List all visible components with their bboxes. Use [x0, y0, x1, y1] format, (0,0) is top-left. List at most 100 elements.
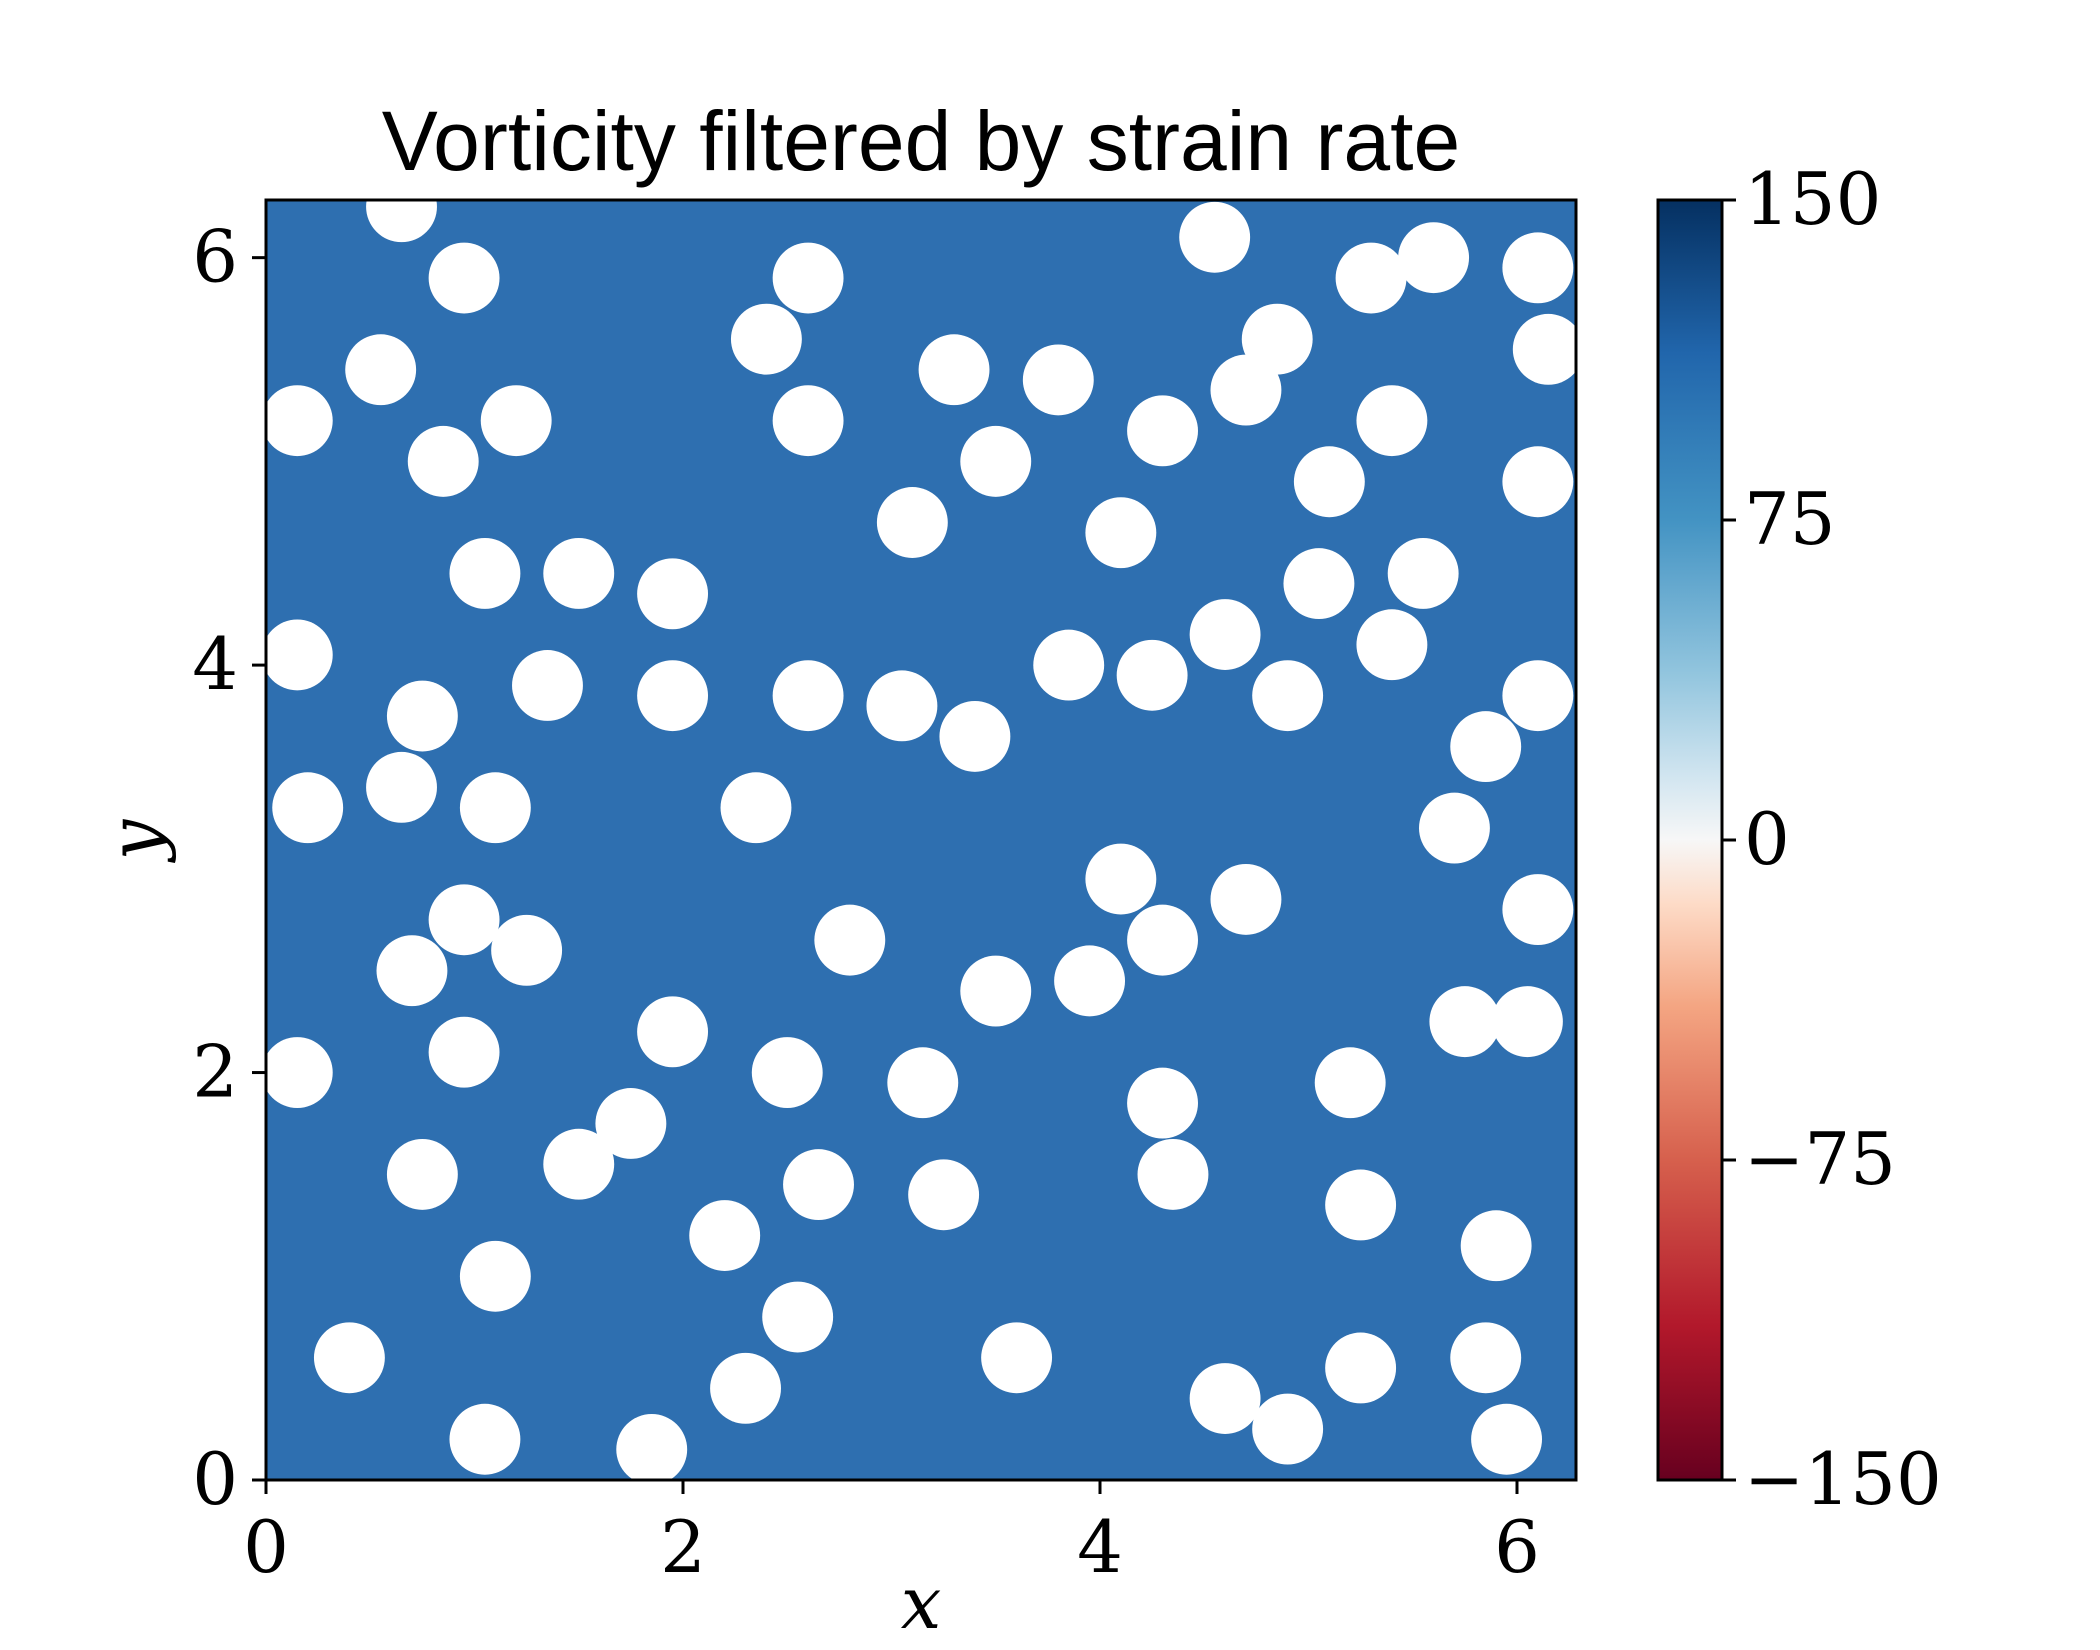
masked-circle-65 — [1314, 1047, 1386, 1119]
masked-circle-85 — [449, 1403, 521, 1475]
plot-area — [266, 200, 1576, 1480]
masked-circle-22 — [1502, 446, 1574, 518]
colorbar-tick-label-4: −150 — [1744, 1437, 1942, 1521]
masked-circle-48 — [1419, 792, 1490, 864]
masked-circle-80 — [710, 1352, 781, 1424]
masked-circle-38 — [1116, 639, 1188, 711]
masked-circle-27 — [637, 558, 709, 630]
masked-circle-82 — [1189, 1363, 1261, 1434]
y-axis-ticks: 0 2 4 6 — [192, 215, 266, 1521]
masked-circle-17 — [960, 425, 1032, 497]
colorbar-tick-label-3: −75 — [1744, 1117, 1896, 1201]
masked-circle-86 — [616, 1414, 688, 1480]
masked-circle-59 — [266, 1037, 333, 1108]
masked-circle-58 — [1054, 945, 1126, 1017]
masked-circle-79 — [313, 1322, 385, 1394]
masked-circle-57 — [960, 955, 1032, 1027]
masked-circle-63 — [887, 1047, 959, 1119]
colorbar-tick-label-1: 75 — [1744, 477, 1836, 561]
colorbar-tick-label-0: 150 — [1744, 157, 1881, 241]
masked-circle-76 — [689, 1200, 761, 1271]
masked-circle-88 — [1471, 1403, 1543, 1475]
plot-frame — [264, 198, 1578, 1482]
masked-circle-56 — [376, 935, 448, 1007]
masked-circle-53 — [1127, 904, 1198, 976]
masked-regions — [266, 200, 1576, 1480]
masked-circle-12 — [266, 385, 333, 457]
masked-circle-78 — [762, 1281, 834, 1353]
masked-circle-4 — [918, 334, 990, 406]
masked-circle-61 — [637, 996, 709, 1068]
masked-circle-34 — [772, 660, 844, 732]
masked-circle-6 — [1179, 201, 1251, 273]
masked-circle-26 — [543, 537, 615, 609]
masked-circle-67 — [1491, 986, 1563, 1058]
masked-circle-41 — [1356, 609, 1428, 681]
chart-title: Vorticity filtered by strain rate — [382, 94, 1460, 188]
x-tick-label-2: 4 — [1077, 1505, 1123, 1589]
x-axis-ticks: 0 2 4 6 — [243, 1480, 1540, 1589]
masked-circle-75 — [1460, 1210, 1532, 1282]
masked-circle-14 — [480, 385, 552, 457]
masked-circle-33 — [637, 660, 709, 732]
masked-circle-39 — [1189, 599, 1261, 670]
masked-circle-52 — [1085, 843, 1157, 915]
masked-circle-44 — [366, 751, 437, 823]
masked-circle-45 — [459, 772, 531, 844]
masked-circle-19 — [1210, 354, 1282, 426]
masked-circle-9 — [1398, 222, 1470, 294]
masked-circle-55 — [1502, 874, 1574, 946]
masked-circle-60 — [428, 1016, 500, 1088]
masked-circle-36 — [939, 700, 1011, 772]
masked-circle-74 — [1325, 1169, 1397, 1241]
masked-circle-42 — [1450, 711, 1522, 783]
masked-circle-25 — [449, 537, 521, 609]
masked-circle-72 — [908, 1159, 980, 1231]
masked-circle-8 — [1335, 242, 1407, 314]
masked-circle-47 — [720, 772, 792, 844]
masked-circle-16 — [772, 385, 844, 457]
x-tick-label-3: 6 — [1494, 1505, 1540, 1589]
masked-circle-11 — [1512, 313, 1576, 385]
x-axis-label: x — [901, 1561, 942, 1645]
masked-circle-15 — [407, 425, 479, 497]
masked-circle-50 — [491, 914, 563, 986]
masked-circle-43 — [1502, 660, 1574, 732]
masked-circle-24 — [1085, 497, 1157, 569]
x-tick-label-1: 2 — [660, 1505, 706, 1589]
masked-circle-18 — [1127, 395, 1198, 467]
y-tick-label-3: 6 — [192, 215, 238, 299]
masked-circle-21 — [1293, 446, 1365, 518]
colorbar-tick-label-2: 0 — [1744, 797, 1790, 881]
masked-circle-31 — [386, 680, 458, 752]
masked-circle-81 — [981, 1322, 1053, 1394]
masked-circle-87 — [1252, 1393, 1324, 1465]
masked-circle-40 — [1252, 660, 1324, 732]
y-tick-label-0: 0 — [192, 1437, 238, 1521]
masked-circle-64 — [1127, 1067, 1198, 1139]
masked-circle-13 — [345, 334, 417, 406]
masked-circle-68 — [386, 1138, 458, 1210]
masked-circle-32 — [512, 650, 583, 721]
masked-circle-46 — [272, 772, 344, 844]
masked-circle-69 — [543, 1128, 615, 1200]
masked-circle-54 — [1210, 863, 1282, 935]
masked-circle-2 — [730, 303, 802, 375]
x-tick-label-0: 0 — [243, 1505, 289, 1589]
masked-circle-77 — [459, 1240, 531, 1312]
masked-circle-70 — [595, 1088, 667, 1159]
masked-circle-37 — [1033, 629, 1105, 701]
masked-circle-51 — [814, 904, 886, 976]
masked-circle-35 — [866, 670, 938, 742]
masked-circle-71 — [783, 1149, 854, 1221]
masked-circle-29 — [1387, 537, 1459, 609]
y-tick-label-2: 4 — [192, 622, 238, 706]
masked-circle-28 — [1283, 548, 1355, 620]
masked-circle-3 — [772, 242, 844, 314]
masked-circle-73 — [1137, 1138, 1209, 1210]
y-tick-label-1: 2 — [192, 1030, 238, 1114]
masked-circle-5 — [1022, 344, 1094, 416]
colorbar — [1656, 198, 1724, 1482]
masked-circle-66 — [1429, 986, 1501, 1058]
